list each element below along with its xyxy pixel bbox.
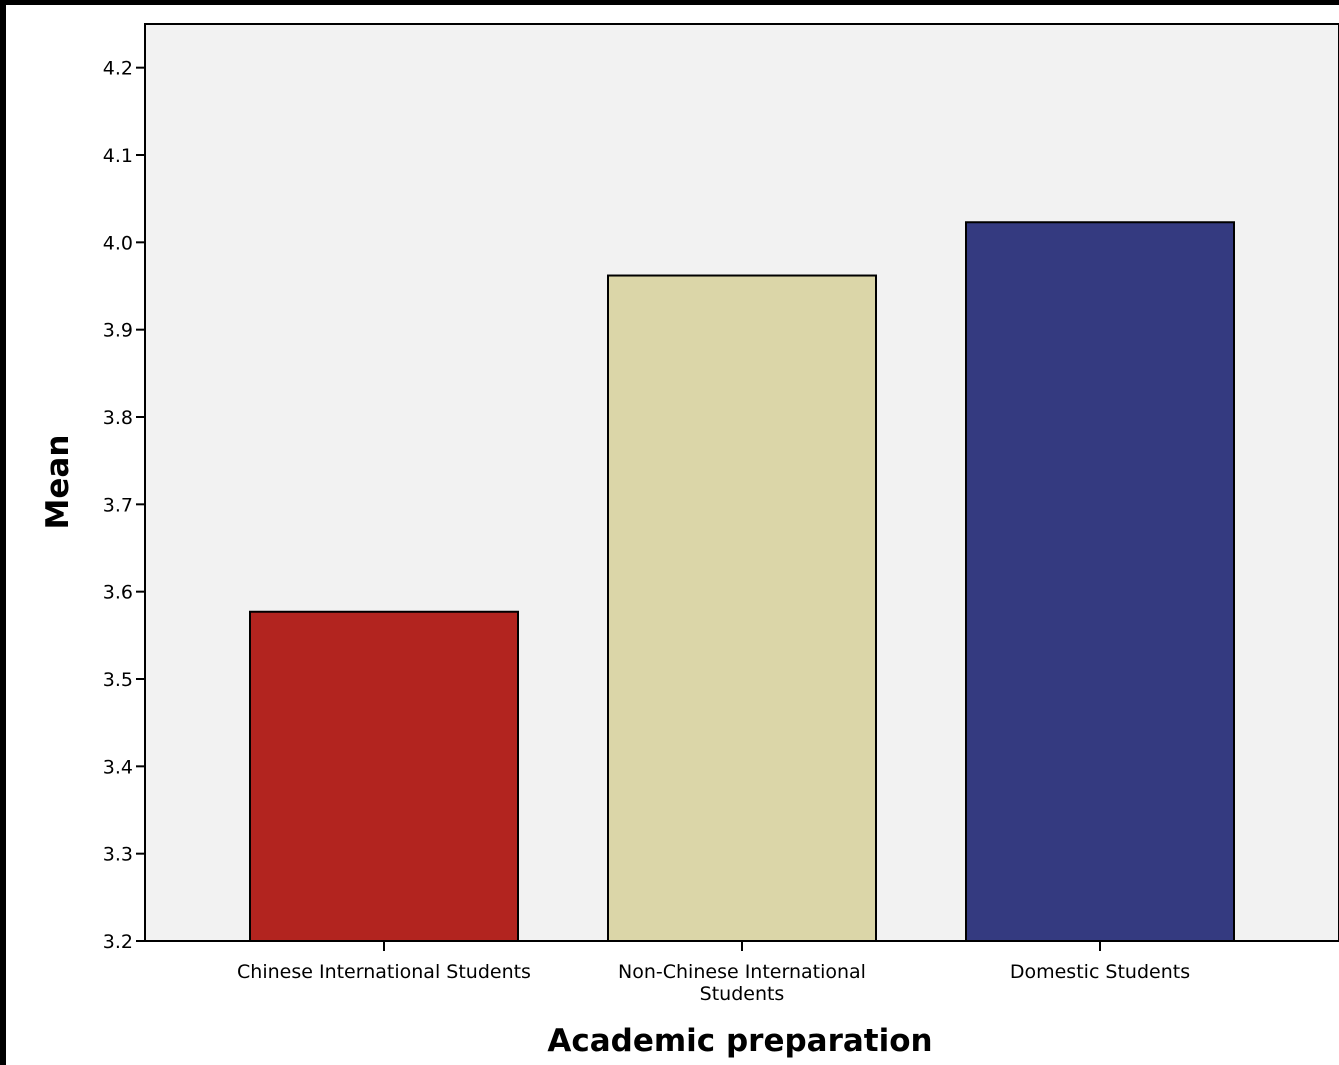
y-tick-label: 3.3 xyxy=(103,844,133,866)
bar xyxy=(249,610,519,943)
y-tick-label: 3.7 xyxy=(103,494,133,516)
x-tick-label: Chinese International Students xyxy=(237,961,531,983)
x-tick-label: Non-Chinese International Students xyxy=(618,961,866,1005)
y-tick-label: 3.6 xyxy=(103,582,133,604)
x-axis: Chinese International Students Non-Chines… xyxy=(145,940,1339,1005)
bar xyxy=(965,221,1235,943)
y-tick-label: 3.5 xyxy=(103,669,133,691)
x-tick-label: Domestic Students xyxy=(1010,961,1190,983)
x-axis-title: Academic preparation xyxy=(547,1023,932,1059)
x-tick-label-line: Non-Chinese International xyxy=(618,961,866,983)
x-tick-label-line: Students xyxy=(700,983,785,1005)
bar xyxy=(607,274,877,942)
y-tick-label: 4.0 xyxy=(103,232,133,254)
x-tick-label-line: Chinese International Students xyxy=(237,961,531,983)
y-tick-label: 4.2 xyxy=(103,58,133,80)
y-tick-label: 3.9 xyxy=(103,320,133,342)
y-tick-label: 3.8 xyxy=(103,407,133,429)
x-tick-label-line: Domestic Students xyxy=(1010,961,1190,983)
y-tick-label: 4.1 xyxy=(103,145,133,167)
bars xyxy=(249,221,1235,943)
y-tick-label: 3.4 xyxy=(103,756,133,778)
y-tick-label: 3.2 xyxy=(103,931,133,953)
y-axis: 3.2 3.3 3.4 3.5 3.6 3.7 3.8 3.9 4.0 4.1 4.2 xyxy=(103,58,145,953)
y-axis-title: Mean xyxy=(40,435,76,530)
